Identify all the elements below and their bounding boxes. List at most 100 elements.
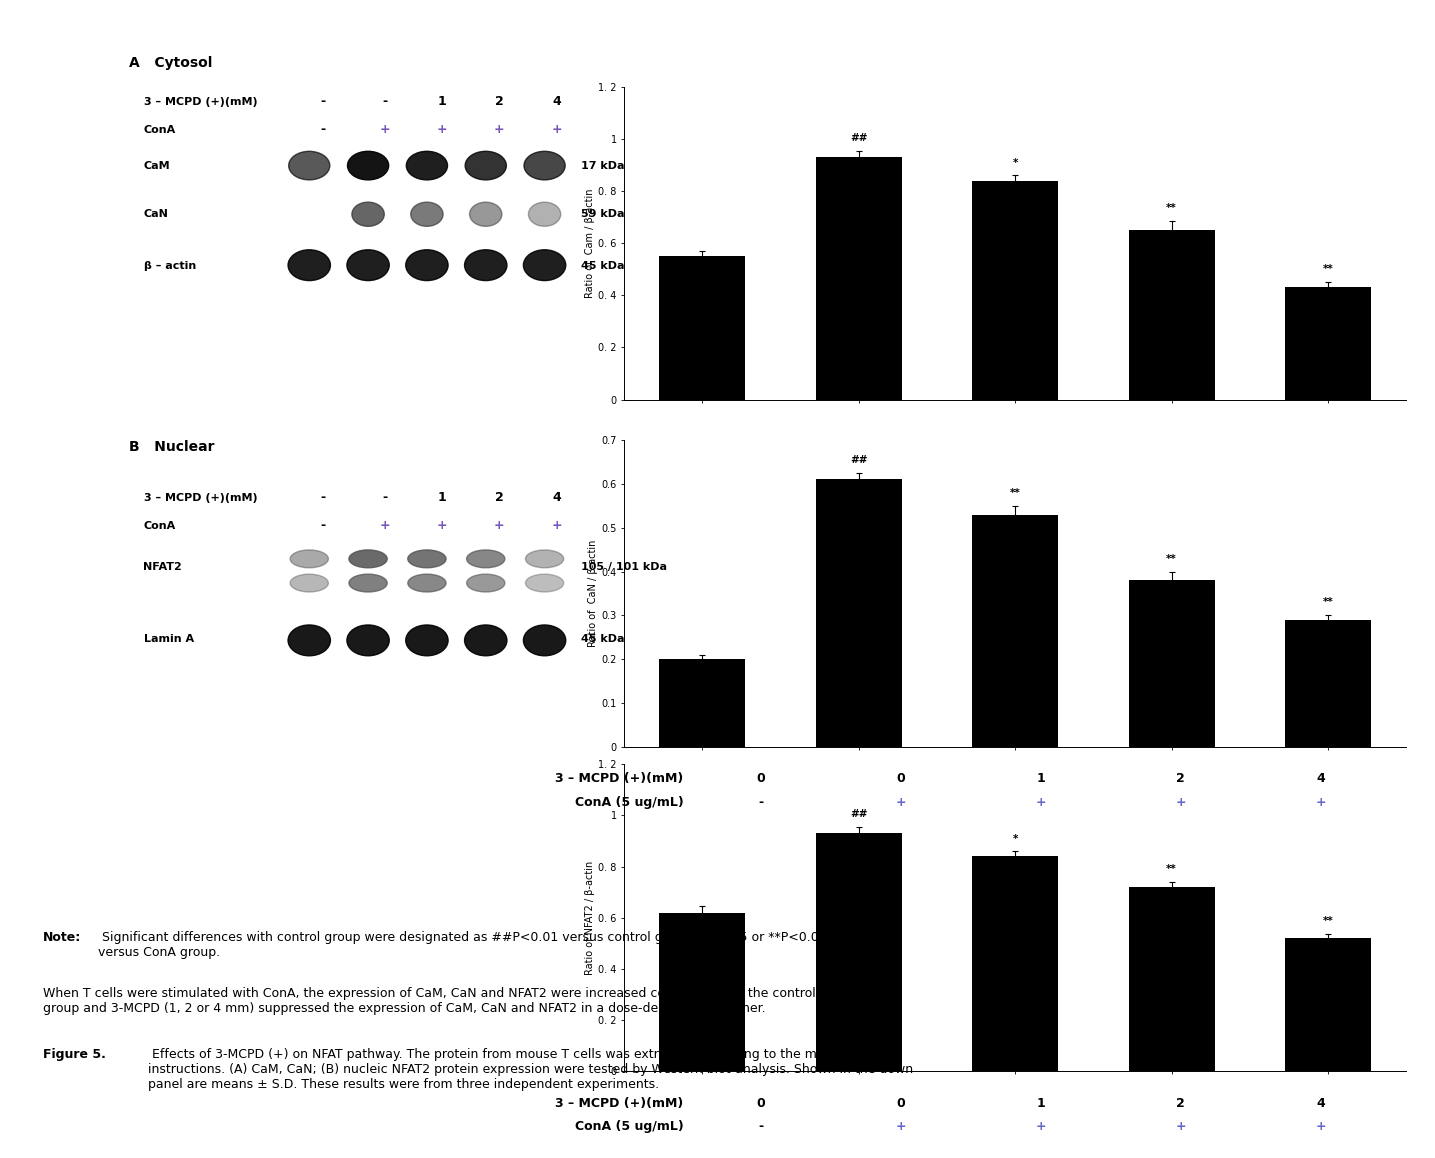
Bar	[1129, 887, 1214, 1071]
Ellipse shape	[466, 574, 505, 592]
Ellipse shape	[406, 625, 448, 655]
Ellipse shape	[347, 625, 389, 655]
Text: 2: 2	[495, 95, 504, 109]
Ellipse shape	[465, 250, 507, 280]
Text: 1: 1	[1036, 1097, 1045, 1109]
Ellipse shape	[288, 250, 330, 280]
Text: 105 / 101 kDa: 105 / 101 kDa	[581, 563, 667, 572]
Text: +: +	[551, 519, 563, 533]
Text: -: -	[320, 491, 326, 505]
Text: **: **	[1167, 554, 1177, 564]
Ellipse shape	[408, 550, 446, 567]
Text: 1: 1	[1036, 772, 1045, 785]
Text: -: -	[320, 519, 326, 533]
Text: 3 – MCPD (+)(mM): 3 – MCPD (+)(mM)	[144, 97, 257, 107]
Bar	[973, 181, 1058, 400]
Ellipse shape	[524, 152, 565, 179]
Text: ConA: ConA	[144, 125, 175, 134]
Text: **: **	[1323, 264, 1333, 274]
Text: 0: 0	[756, 772, 765, 785]
Text: +: +	[1036, 1120, 1046, 1133]
Text: Effects of 3-MCPD (+) on NFAT pathway. The protein from mouse T cells was extrac: Effects of 3-MCPD (+) on NFAT pathway. T…	[148, 1048, 913, 1091]
Text: ##: ##	[850, 809, 868, 819]
Ellipse shape	[347, 152, 389, 179]
Ellipse shape	[347, 250, 389, 280]
Text: -: -	[320, 95, 326, 109]
Bar	[817, 157, 901, 400]
Ellipse shape	[406, 152, 448, 179]
Text: 0: 0	[756, 1097, 765, 1109]
Text: +: +	[1316, 1120, 1326, 1133]
Text: 1: 1	[438, 95, 446, 109]
Ellipse shape	[352, 203, 385, 226]
Text: 2: 2	[1177, 772, 1185, 785]
Text: ##: ##	[850, 455, 868, 466]
Text: **: **	[1167, 864, 1177, 874]
Text: 2: 2	[495, 491, 504, 505]
Text: 17 kDa: 17 kDa	[581, 161, 624, 170]
Bar	[817, 479, 901, 747]
Text: -: -	[382, 95, 387, 109]
Text: β – actin: β – actin	[144, 262, 195, 271]
Text: 4: 4	[552, 95, 561, 109]
Text: +: +	[379, 519, 390, 533]
Text: +: +	[551, 123, 563, 137]
Text: NFAT2: NFAT2	[144, 563, 182, 572]
Bar	[660, 913, 745, 1071]
Ellipse shape	[349, 574, 387, 592]
Bar	[973, 857, 1058, 1071]
Text: A   Cytosol: A Cytosol	[129, 56, 212, 69]
Y-axis label: Ratio of  CaN / β-actin: Ratio of CaN / β-actin	[588, 540, 598, 647]
Text: 2: 2	[1177, 1097, 1185, 1109]
Bar	[1286, 620, 1370, 747]
Text: +: +	[1036, 796, 1046, 808]
Text: *: *	[1013, 157, 1017, 168]
Text: +: +	[1175, 1120, 1185, 1133]
Text: **: **	[1323, 596, 1333, 607]
Text: **: **	[1167, 203, 1177, 213]
Bar	[660, 659, 745, 747]
Ellipse shape	[528, 203, 561, 226]
Bar	[973, 514, 1058, 747]
Ellipse shape	[524, 250, 565, 280]
Bar	[1286, 287, 1370, 400]
Text: 1: 1	[438, 491, 446, 505]
Text: +: +	[379, 123, 390, 137]
Bar	[817, 834, 901, 1071]
Text: -: -	[758, 1120, 763, 1133]
Text: Note:: Note:	[43, 931, 82, 944]
Text: ConA (5 ug/mL): ConA (5 ug/mL)	[575, 1120, 683, 1133]
Bar	[1129, 580, 1214, 747]
Text: -: -	[758, 796, 763, 808]
Text: 0: 0	[897, 772, 905, 785]
Text: +: +	[494, 519, 505, 533]
Ellipse shape	[466, 550, 505, 567]
Ellipse shape	[290, 550, 329, 567]
Bar	[1286, 938, 1370, 1071]
Text: CaM: CaM	[144, 161, 171, 170]
Text: Significant differences with control group were designated as ##P<0.01 versus co: Significant differences with control gro…	[98, 931, 827, 959]
Bar	[1129, 230, 1214, 400]
Text: 3 – MCPD (+)(mM): 3 – MCPD (+)(mM)	[144, 493, 257, 503]
Text: 3 – MCPD (+)(mM): 3 – MCPD (+)(mM)	[555, 772, 683, 785]
Text: 45 kDa: 45 kDa	[581, 262, 624, 271]
Text: B   Nuclear: B Nuclear	[129, 440, 215, 454]
Y-axis label: Ratio of  Cam / β-actin: Ratio of Cam / β-actin	[585, 189, 596, 298]
Text: 4: 4	[1316, 1097, 1325, 1109]
Text: ##: ##	[850, 133, 868, 142]
Ellipse shape	[410, 203, 443, 226]
Ellipse shape	[288, 625, 330, 655]
Text: +: +	[1316, 796, 1326, 808]
Text: 59 kDa: 59 kDa	[581, 210, 624, 219]
Ellipse shape	[408, 574, 446, 592]
Text: **: **	[1323, 916, 1333, 926]
Ellipse shape	[288, 152, 330, 179]
Text: 45 kDa: 45 kDa	[581, 635, 624, 644]
Text: CaN: CaN	[144, 210, 168, 219]
Text: ConA: ConA	[144, 521, 175, 530]
Text: When T cells were stimulated with ConA, the expression of CaM, CaN and NFAT2 wer: When T cells were stimulated with ConA, …	[43, 987, 817, 1014]
Ellipse shape	[406, 250, 448, 280]
Text: 4: 4	[552, 491, 561, 505]
Text: ConA (5 ug/mL): ConA (5 ug/mL)	[575, 796, 683, 808]
Text: +: +	[436, 123, 448, 137]
